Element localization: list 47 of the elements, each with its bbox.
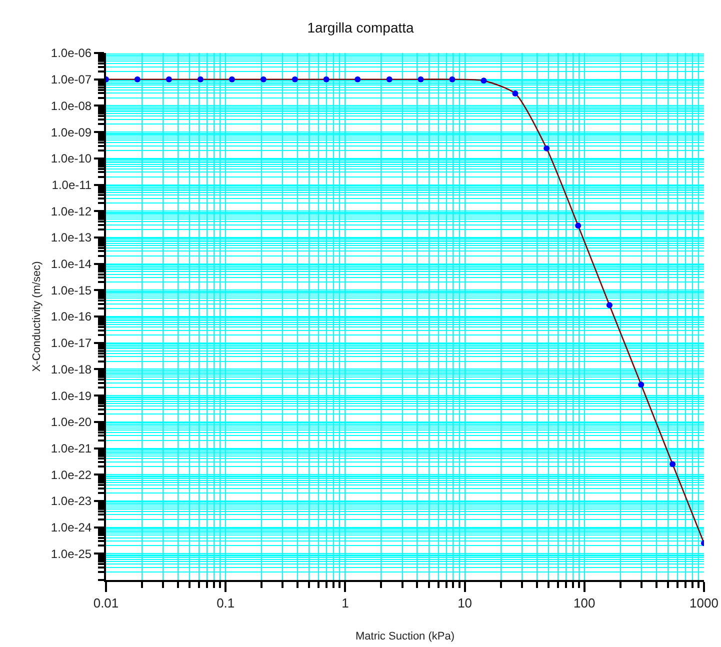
x-tick-label: 1000 bbox=[690, 596, 718, 611]
point bbox=[606, 302, 612, 308]
x-tick-label: 1 bbox=[342, 596, 349, 611]
point bbox=[418, 76, 424, 82]
point bbox=[323, 76, 330, 82]
y-tick-label: 1.0e-24 bbox=[50, 520, 92, 534]
point bbox=[386, 76, 392, 82]
point bbox=[134, 76, 140, 82]
y-tick-label: 1.0e-16 bbox=[50, 310, 92, 324]
point bbox=[670, 461, 676, 468]
x-tick-label: 10 bbox=[458, 596, 472, 611]
x-tick-label: 0.1 bbox=[216, 596, 235, 611]
point bbox=[575, 222, 582, 229]
x-tick-label: 0.01 bbox=[93, 596, 119, 611]
y-tick-label: 1.0e-07 bbox=[50, 72, 92, 87]
point bbox=[512, 90, 518, 97]
y-tick-label: 1.0e-10 bbox=[50, 152, 92, 166]
y-tick-label: 1.0e-08 bbox=[50, 98, 92, 113]
y-axis-title: X-Conductivity (m/sec) bbox=[31, 261, 44, 372]
point bbox=[544, 145, 550, 152]
point bbox=[166, 76, 172, 82]
point bbox=[292, 76, 298, 82]
y-tick-label: 1.0e-19 bbox=[50, 388, 92, 403]
y-tick-label: 1.0e-22 bbox=[50, 468, 92, 482]
point bbox=[354, 76, 361, 82]
point bbox=[480, 78, 487, 84]
y-tick-label: 1.0e-21 bbox=[50, 441, 92, 456]
y-tick-label: 1.0e-23 bbox=[50, 494, 92, 508]
y-tick-label: 1.0e-09 bbox=[50, 125, 92, 140]
y-tick-label: 1.0e-12 bbox=[50, 204, 92, 218]
point bbox=[260, 76, 266, 82]
y-tick-label: 1.0e-14 bbox=[50, 257, 92, 271]
point bbox=[197, 76, 204, 82]
y-tick-label: 1.0e-20 bbox=[50, 415, 92, 430]
x-axis-title: Matric Suction (kPa) bbox=[355, 630, 455, 642]
y-tick-label: 1.0e-15 bbox=[50, 283, 92, 298]
point bbox=[449, 76, 456, 82]
y-tick-label: 1.0e-18 bbox=[50, 362, 92, 376]
chart-title: 1argilla compatta bbox=[307, 19, 414, 36]
point bbox=[638, 382, 644, 388]
x-tick-label: 100 bbox=[574, 596, 596, 611]
y-tick-label: 1.0e-25 bbox=[50, 546, 92, 561]
y-tick-label: 1.0e-11 bbox=[52, 178, 92, 192]
y-tick-label: 1.0e-17 bbox=[50, 336, 92, 350]
y-tick-label: 1.0e-06 bbox=[50, 46, 92, 60]
point bbox=[228, 76, 235, 82]
y-tick-label: 1.0e-13 bbox=[50, 230, 92, 245]
